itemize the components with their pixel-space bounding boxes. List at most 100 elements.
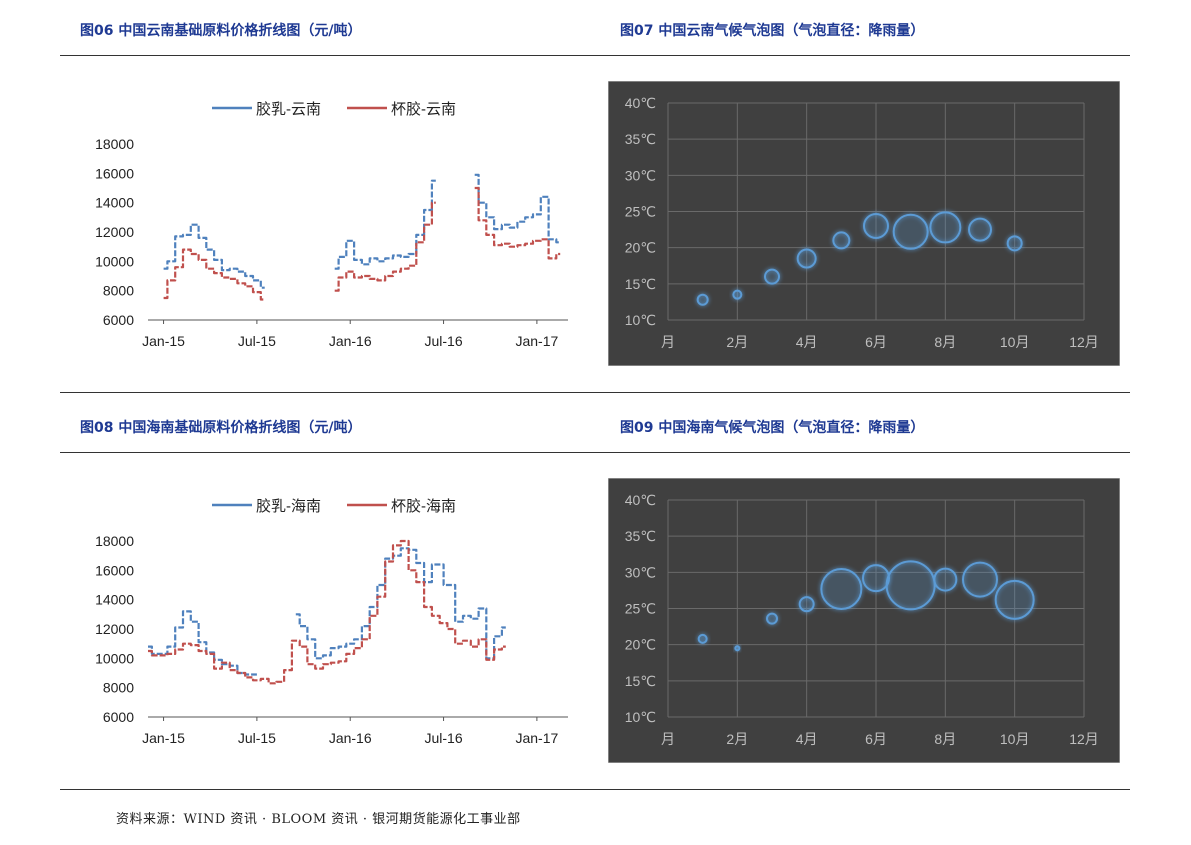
y-tick-label: 14000 xyxy=(95,592,134,608)
bubble-point xyxy=(697,633,708,644)
x-tick-label: 10月 xyxy=(1000,731,1030,747)
x-tick-label: 12月 xyxy=(1069,731,1099,747)
series-line xyxy=(334,179,436,270)
chart-background xyxy=(608,478,1120,763)
y-tick-label: 25℃ xyxy=(625,204,656,220)
series-line xyxy=(474,186,561,260)
x-tick-label: 2月 xyxy=(726,334,748,350)
y-tick-label: 16000 xyxy=(95,165,134,181)
y-tick-label: 15℃ xyxy=(625,673,656,689)
bubble-point xyxy=(863,212,889,239)
yunnan-price-line-chart-svg: 胶乳-云南 杯胶-云南 6000 8000 10000 12000 14000 16000 18… xyxy=(95,101,568,349)
bubble-point xyxy=(732,289,743,300)
bubble-point xyxy=(832,231,851,250)
y-tick-label: 15℃ xyxy=(625,276,656,292)
y-tick-label: 6000 xyxy=(103,312,134,328)
series-line xyxy=(163,248,265,301)
bubble-point xyxy=(862,564,890,593)
yunnan-price-line-chart: 胶乳-云南 杯胶-云南 6000 8000 10000 12000 14000 16000 18… xyxy=(60,60,600,380)
source-footer: 资料来源：WIND 资讯 · BLOOM 资讯 · 银河期货能源化工事业部 xyxy=(116,812,521,827)
x-tick-label: 月 xyxy=(661,731,675,747)
bubble-point xyxy=(1006,235,1023,252)
y-tick-label: 40℃ xyxy=(625,492,656,508)
bubble-point xyxy=(892,213,929,250)
x-tick-label: Jan-15 xyxy=(142,730,185,746)
x-tick-label: 6月 xyxy=(865,731,887,747)
y-tick-label: 25℃ xyxy=(625,601,656,617)
y-tick-label: 18000 xyxy=(95,136,134,152)
x-tick-label: 月 xyxy=(661,334,675,350)
bubble-point xyxy=(820,567,863,610)
y-tick-label: 20℃ xyxy=(625,637,656,653)
y-tick-label: 14000 xyxy=(95,195,134,211)
x-tick-label: Jan-17 xyxy=(515,333,558,349)
legend-label: 杯胶-海南 xyxy=(391,498,456,515)
x-tick-label: 2月 xyxy=(726,731,748,747)
series-line xyxy=(474,173,561,244)
x-tick-label: 4月 xyxy=(796,334,818,350)
y-tick-label: 40℃ xyxy=(625,95,656,111)
divider-bottom xyxy=(60,789,1130,790)
y-tick-label: 20℃ xyxy=(625,240,656,256)
x-tick-label: 8月 xyxy=(934,731,956,747)
hainan-price-line-chart: 胶乳-海南 杯胶-海南 6000 8000 10000 12000 14000 16000 18… xyxy=(60,457,600,777)
y-tick-label: 10℃ xyxy=(625,709,656,725)
y-tick-label: 35℃ xyxy=(625,131,656,147)
y-tick-label: 10℃ xyxy=(625,312,656,328)
divider-middle xyxy=(60,392,1130,393)
series-line xyxy=(295,547,506,660)
legend-label: 胶乳-海南 xyxy=(256,498,321,515)
y-tick-label: 35℃ xyxy=(625,528,656,544)
divider-middle-2 xyxy=(60,452,1130,453)
x-tick-label: 6月 xyxy=(865,334,887,350)
y-tick-label: 10000 xyxy=(95,650,134,666)
legend-label: 杯胶-云南 xyxy=(391,101,456,118)
x-tick-label: Jan-15 xyxy=(142,333,185,349)
hainan-climate-bubble-chart-svg: 10℃ 15℃ 20℃ 25℃ 30℃ 35℃ 40℃ 月 2月 4月 6月 8月 10月 12月 xyxy=(608,478,1120,763)
yunnan-climate-bubble-chart-svg: 10℃ 15℃ 20℃ 25℃ 30℃ 35℃ 40℃ 月 2月 4月 6月 8月 10月 12月 xyxy=(608,81,1120,366)
y-tick-label: 12000 xyxy=(95,224,134,240)
y-tick-label: 8000 xyxy=(103,283,134,299)
x-tick-label: Jul-16 xyxy=(424,730,462,746)
y-tick-label: 6000 xyxy=(103,709,134,725)
figure-07-title: 图07 中国云南气候气泡图（气泡直径：降雨量） xyxy=(620,23,925,39)
bubble-point xyxy=(929,211,962,244)
y-tick-label: 18000 xyxy=(95,533,134,549)
yunnan-climate-bubble-chart: 10℃ 15℃ 20℃ 25℃ 30℃ 35℃ 40℃ 月 2月 4月 6月 8月 10月 12月 xyxy=(608,81,1120,366)
series-line xyxy=(334,201,436,292)
series-line xyxy=(148,610,257,676)
x-tick-label: Jul-15 xyxy=(238,730,276,746)
legend-label: 胶乳-云南 xyxy=(256,101,321,118)
figure-06-title: 图06 中国云南基础原料价格折线图（元/吨） xyxy=(80,23,362,39)
bubble-point xyxy=(962,561,998,598)
bubble-point xyxy=(968,217,992,242)
bubble-point xyxy=(885,560,936,611)
series-line xyxy=(163,223,265,289)
x-tick-label: Jan-16 xyxy=(329,333,372,349)
bubble-point xyxy=(696,293,709,306)
x-tick-label: Jul-15 xyxy=(238,333,276,349)
hainan-climate-bubble-chart: 10℃ 15℃ 20℃ 25℃ 30℃ 35℃ 40℃ 月 2月 4月 6月 8月 10月 12月 xyxy=(608,478,1120,763)
divider-top xyxy=(60,55,1130,56)
x-tick-label: 10月 xyxy=(1000,334,1030,350)
x-tick-label: Jan-17 xyxy=(515,730,558,746)
bubble-point xyxy=(764,268,780,285)
x-tick-label: Jul-16 xyxy=(424,333,462,349)
y-tick-label: 30℃ xyxy=(625,564,656,580)
x-tick-label: Jan-16 xyxy=(329,730,372,746)
bubble-point xyxy=(796,248,817,269)
y-tick-label: 12000 xyxy=(95,621,134,637)
x-tick-label: 8月 xyxy=(934,334,956,350)
bubble-point xyxy=(933,567,958,592)
series-line xyxy=(148,539,506,685)
figure-08-title: 图08 中国海南基础原料价格折线图（元/吨） xyxy=(80,420,362,436)
x-tick-label: 4月 xyxy=(796,731,818,747)
bubble-point xyxy=(734,645,741,652)
hainan-price-line-chart-svg: 胶乳-海南 杯胶-海南 6000 8000 10000 12000 14000 16000 18… xyxy=(95,498,568,746)
bubble-point xyxy=(798,596,815,613)
y-tick-label: 30℃ xyxy=(625,167,656,183)
figure-09-title: 图09 中国海南气候气泡图（气泡直径：降雨量） xyxy=(620,420,925,436)
y-tick-label: 8000 xyxy=(103,680,134,696)
bubble-point xyxy=(766,612,778,625)
x-tick-label: 12月 xyxy=(1069,334,1099,350)
